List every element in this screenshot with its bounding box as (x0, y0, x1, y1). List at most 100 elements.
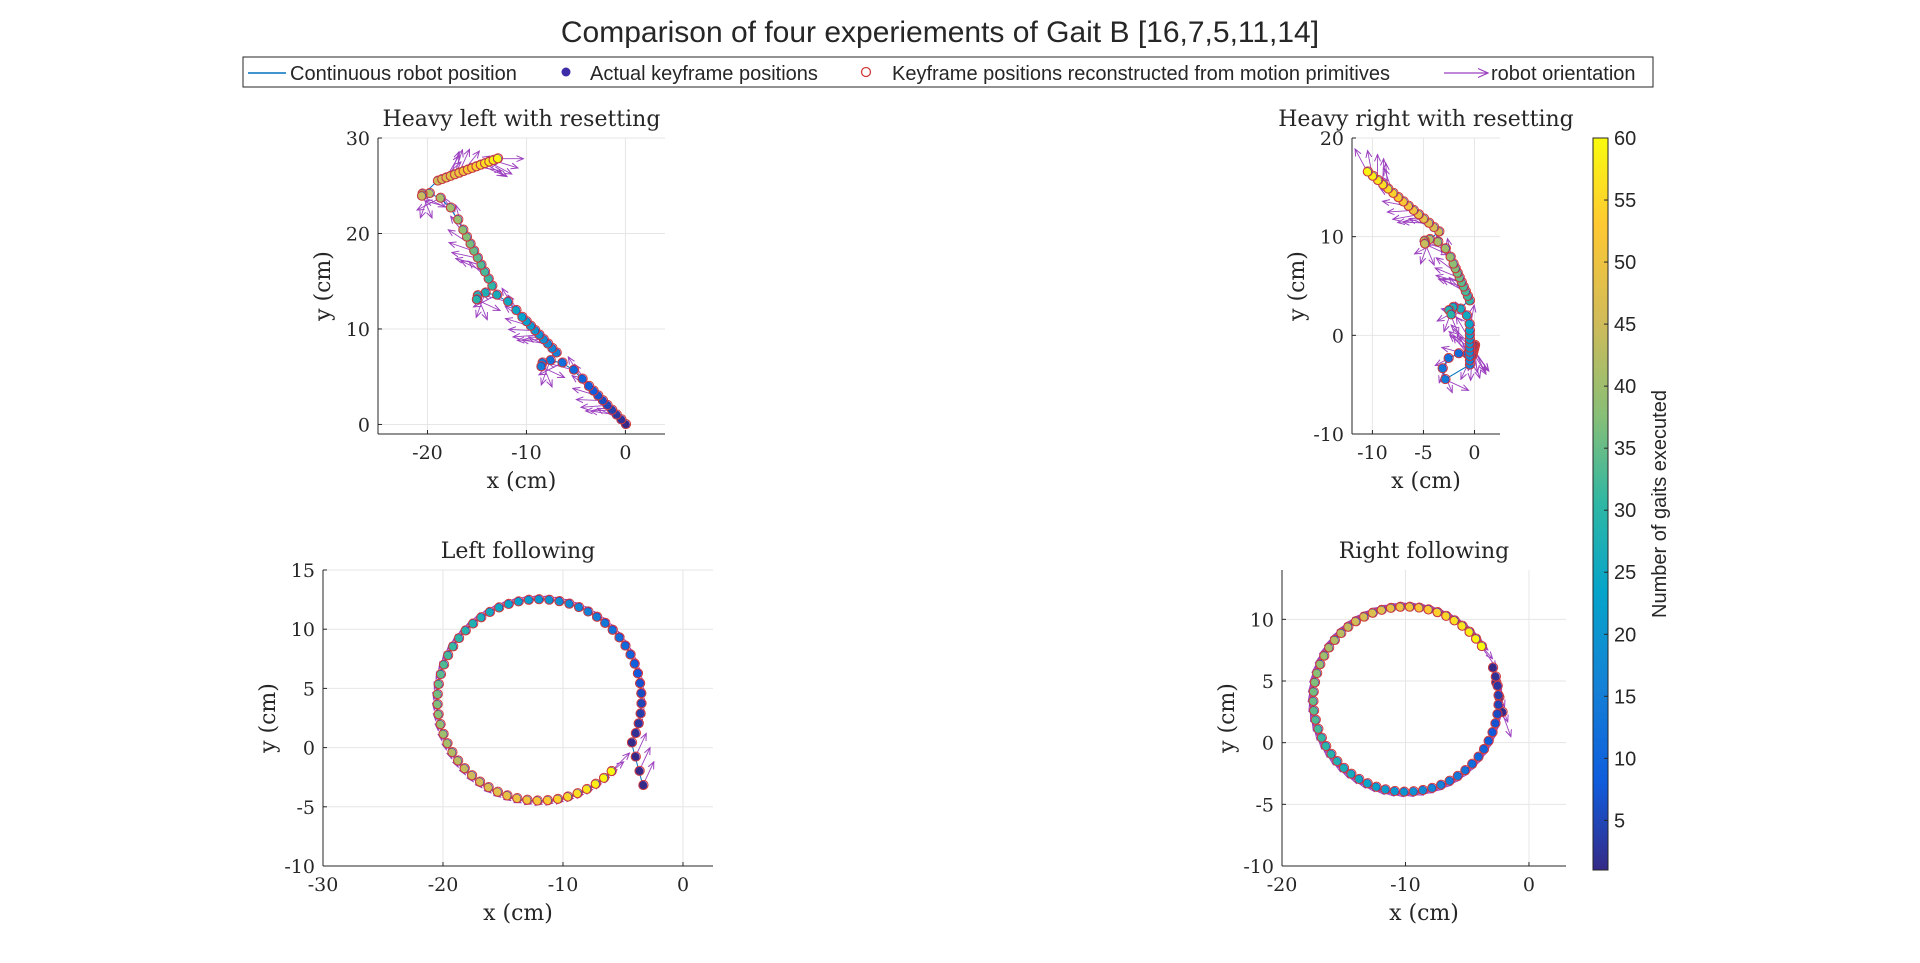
x-tick-label: -10 (548, 874, 579, 896)
x-tick-label: -20 (412, 442, 443, 464)
reconstructed-keyframe-point (1312, 667, 1323, 679)
reconstructed-keyframe-point (544, 594, 555, 605)
y-tick-label: 0 (1262, 733, 1274, 755)
reconstructed-keyframe-point (1315, 659, 1326, 670)
reconstructed-keyframe-point (1457, 620, 1468, 631)
reconstructed-keyframe-point (460, 625, 471, 636)
axes-background (323, 570, 713, 866)
figure-title: Comparison of four experiements of Gait … (561, 16, 1319, 49)
x-tick-label: -10 (1357, 442, 1388, 464)
x-tick-label: -10 (511, 442, 542, 464)
reconstructed-keyframe-point (1338, 762, 1350, 773)
reconstructed-keyframe-point (635, 677, 646, 689)
reconstructed-keyframe-point (1440, 373, 1451, 385)
reconstructed-keyframe-point (629, 658, 640, 669)
y-axis-label: y (cm) (1215, 683, 1240, 754)
reconstructed-keyframe-point (626, 737, 638, 748)
reconstructed-keyframe-point (484, 606, 496, 617)
reconstructed-keyframe-point (534, 594, 545, 605)
reconstructed-keyframe-point (545, 354, 556, 366)
reconstructed-keyframe-point (592, 611, 603, 622)
reconstructed-keyframe-point (1452, 770, 1463, 781)
reconstructed-keyframe-point (476, 612, 487, 623)
reconstructed-keyframe-point (635, 708, 646, 719)
reconstructed-keyframe-point (1336, 627, 1347, 639)
reconstructed-keyframe-point (475, 776, 486, 787)
x-axis-label: x (cm) (487, 469, 557, 494)
reconstructed-keyframe-point (552, 793, 564, 804)
reconstructed-keyframe-point (468, 618, 479, 629)
reconstructed-keyframe-point (583, 380, 595, 391)
reconstructed-keyframe-point (1380, 784, 1391, 795)
y-tick-label: 0 (1332, 325, 1344, 347)
keyframe-markers (417, 153, 632, 430)
reconstructed-keyframe-point (447, 746, 458, 758)
panel-left-following: -30 -20 -10 0 -10 -5 0 5 10 15 Left following x (cm… (256, 539, 713, 926)
reconstructed-keyframe-point (1483, 735, 1494, 746)
legend-box (242, 56, 1654, 88)
reconstructed-keyframe-point (638, 779, 649, 791)
reconstructed-keyframe-point (483, 781, 494, 793)
reconstructed-keyframe-point (1359, 611, 1370, 622)
reconstructed-keyframe-point (517, 311, 528, 322)
reconstructed-keyframe-point (1319, 650, 1330, 661)
reconstructed-keyframe-point (417, 190, 428, 201)
reconstructed-keyframe-point (480, 287, 491, 298)
reconstructed-keyframe-point (1367, 607, 1378, 618)
y-tick-label: 15 (291, 560, 315, 582)
panel-heavy-left: -20 -10 0 0 10 20 30 Heavy left with resetting x… (311, 107, 665, 494)
reconstructed-keyframe-point (432, 688, 443, 700)
reconstructed-keyframe-point (1476, 640, 1488, 652)
y-axis-label: y (cm) (311, 251, 336, 322)
reconstructed-keyframe-point (1343, 621, 1354, 632)
reconstructed-keyframe-point (581, 783, 593, 795)
reconstructed-keyframe-point (636, 698, 647, 709)
x-tick-label: 0 (619, 442, 631, 464)
y-tick-label: 5 (1262, 671, 1274, 693)
reconstructed-keyframe-point (453, 214, 464, 225)
x-tick-label: 0 (1523, 874, 1535, 896)
panel-title: Right following (1339, 539, 1510, 564)
y-tick-label: -10 (284, 856, 315, 878)
reconstructed-keyframe-point (1362, 778, 1373, 789)
x-axis-label: x (cm) (1391, 469, 1461, 494)
legend-label-reconstructed: Keyframe positions reconstructed from mo… (892, 63, 1390, 85)
colorbar-tick-label: 60 (1614, 128, 1636, 150)
reconstructed-keyframe-point (439, 659, 450, 670)
reconstructed-keyframe-point (1487, 727, 1498, 738)
reconstructed-keyframe-point (523, 594, 535, 605)
reconstructed-keyframe-point (1324, 642, 1335, 653)
reconstructed-keyframe-point (1443, 352, 1454, 364)
reconstructed-keyframe-point (1362, 166, 1374, 177)
reconstructed-keyframe-point (1354, 773, 1365, 785)
x-tick-label: 0 (1468, 442, 1480, 464)
reconstructed-keyframe-point (536, 361, 547, 372)
reconstructed-keyframe-point (572, 788, 583, 799)
reconstructed-keyframe-point (554, 596, 565, 607)
reconstructed-keyframe-point (442, 738, 453, 749)
reconstructed-keyframe-point (614, 632, 625, 643)
reconstructed-keyframe-point (542, 795, 553, 806)
y-tick-label: 10 (1320, 227, 1344, 249)
reconstructed-keyframe-point (433, 709, 444, 720)
reconstructed-keyframe-point (1490, 718, 1501, 729)
reconstructed-keyframe-point (1449, 615, 1460, 626)
reconstructed-keyframe-point (1423, 604, 1434, 615)
reconstructed-keyframe-point (606, 765, 617, 777)
reconstructed-keyframe-point (1440, 243, 1451, 254)
y-tick-label: 20 (1320, 128, 1344, 150)
reconstructed-keyframe-point (1436, 779, 1447, 790)
reconstructed-keyframe-point (564, 598, 575, 609)
panel-title: Heavy left with resetting (383, 107, 661, 132)
reconstructed-keyframe-point (453, 632, 465, 644)
reconstructed-keyframe-point (557, 357, 568, 368)
y-tick-label: -10 (1313, 424, 1344, 446)
colorbar-tick-label: 5 (1614, 810, 1625, 832)
reconstructed-keyframe-point (633, 718, 644, 729)
legend: Continuous robot position Actual keyfram… (242, 56, 1654, 88)
colorbar-tick-label: 35 (1614, 438, 1636, 460)
legend-label-continuous: Continuous robot position (290, 63, 517, 85)
keyframe-markers (1308, 601, 1508, 797)
reconstructed-keyframe-point (568, 364, 580, 375)
